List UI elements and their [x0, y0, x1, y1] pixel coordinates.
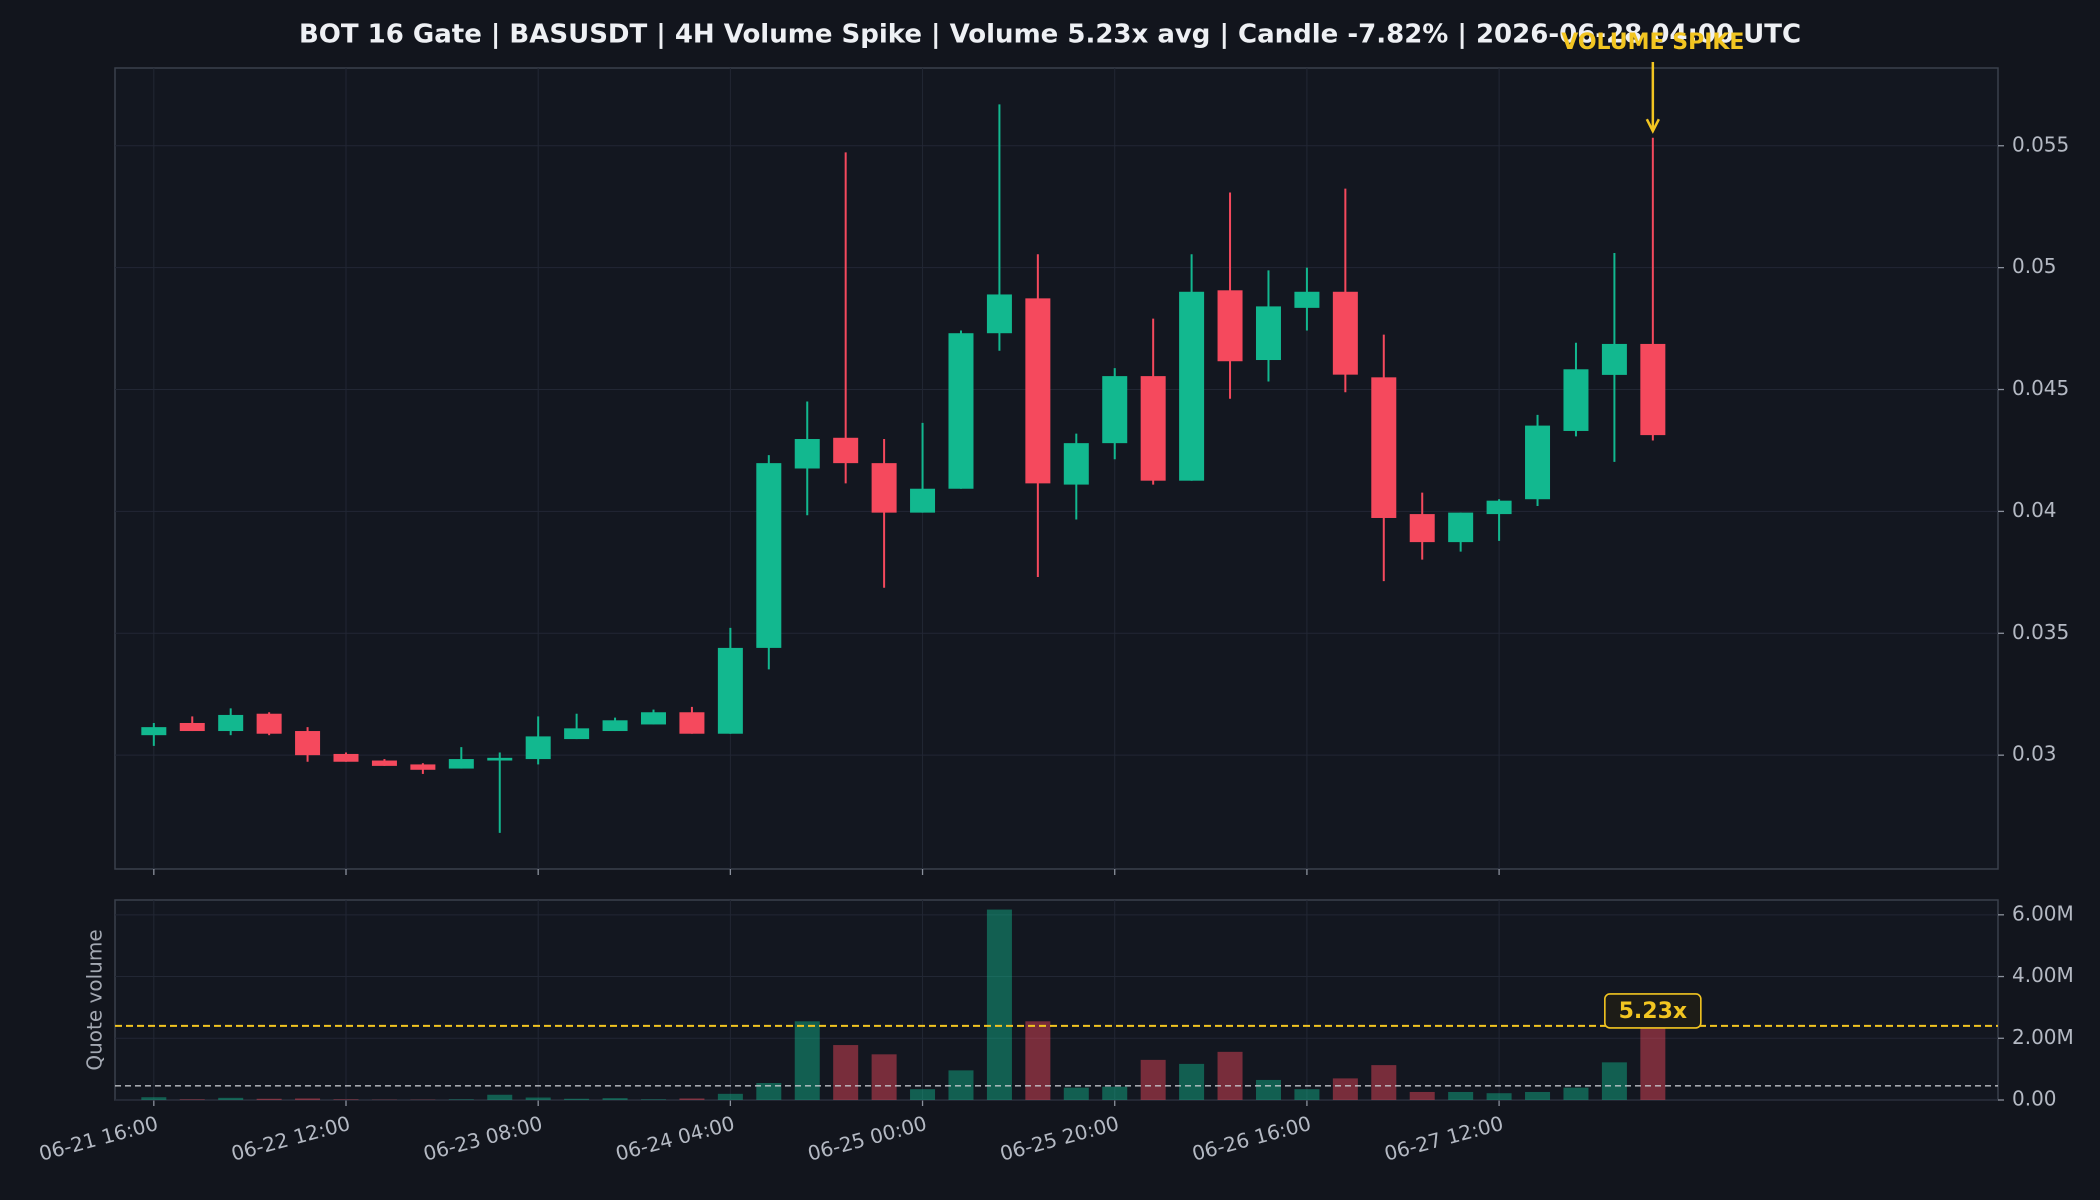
y-tick-label: 0.00 — [2012, 1087, 2057, 1111]
volume-bar — [1255, 1079, 1281, 1100]
candle-body — [1601, 343, 1627, 375]
volume-bar — [1063, 1087, 1089, 1100]
candle-body — [487, 757, 513, 761]
volume-bar — [640, 1099, 666, 1100]
volume-bar — [756, 1083, 782, 1100]
candle-body — [1371, 377, 1397, 518]
candle-body — [1179, 291, 1205, 481]
volume-bar — [218, 1097, 244, 1100]
volume-bar — [525, 1097, 551, 1100]
volume-bar — [333, 1099, 359, 1100]
volume-bar — [1601, 1062, 1627, 1100]
candle-body — [371, 760, 397, 766]
volume-bar — [487, 1094, 513, 1100]
y-tick-label: 0.03 — [2012, 742, 2057, 766]
candle-body — [1025, 298, 1051, 484]
volume-bar — [256, 1098, 282, 1100]
volume-panel — [114, 899, 1999, 1101]
y-tick-label: 4.00M — [2012, 963, 2074, 987]
candle-body — [1448, 512, 1474, 543]
volume-bar — [1102, 1086, 1128, 1100]
y-axis-label: Quote volume — [83, 929, 107, 1070]
candle-body — [564, 728, 590, 740]
volume-bar — [1525, 1091, 1551, 1100]
y-tick-label: 2.00M — [2012, 1025, 2074, 1049]
volume-bar — [833, 1045, 859, 1100]
volume-bar — [295, 1098, 321, 1100]
volume-bar — [179, 1099, 205, 1100]
candle-body — [141, 727, 167, 736]
candle-body — [910, 488, 936, 513]
spike-label: 5.23x — [1619, 999, 1687, 1024]
candle-body — [948, 333, 974, 489]
candle-body — [756, 463, 782, 648]
candle-body — [717, 647, 743, 734]
y-tick-label: 0.035 — [2012, 620, 2069, 644]
candle-body — [679, 712, 705, 734]
spike-label-box — [1604, 993, 1702, 1029]
candle-body — [1409, 514, 1435, 543]
candle-body — [256, 713, 282, 734]
candle-body — [986, 294, 1012, 334]
volume-bar — [602, 1098, 628, 1100]
y-tick-label: 0.04 — [2012, 498, 2057, 522]
volume-bar — [1140, 1059, 1166, 1100]
volume-bar — [1371, 1065, 1397, 1100]
volume-bar — [986, 909, 1012, 1100]
y-tick-label: 0.055 — [2012, 132, 2069, 156]
volume-bar — [1448, 1091, 1474, 1100]
candle-body — [1525, 425, 1551, 500]
candle-body — [218, 714, 244, 732]
candle-body — [179, 722, 205, 732]
volume-bar — [1563, 1087, 1589, 1100]
y-tick-label: 0.045 — [2012, 376, 2069, 400]
volume-bar — [871, 1054, 897, 1100]
candle-body — [1063, 443, 1089, 485]
candle-body — [1640, 343, 1666, 436]
y-tick-label: 6.00M — [2012, 901, 2074, 925]
candle-body — [1332, 291, 1358, 375]
candle-body — [1102, 376, 1128, 444]
volume-bar — [1179, 1063, 1205, 1100]
volume-bar — [448, 1099, 474, 1100]
candle-body — [1217, 290, 1243, 362]
volume-bar — [717, 1093, 743, 1100]
volume-bar — [910, 1089, 936, 1100]
candle-body — [1563, 369, 1589, 431]
candle-body — [525, 736, 551, 760]
candle-body — [295, 731, 321, 756]
candle-body — [833, 437, 859, 464]
annotation-label: VOLUME SPIKE — [1561, 30, 1744, 55]
candle-body — [1294, 291, 1320, 308]
candle-body — [871, 463, 897, 513]
candle-body — [448, 759, 474, 769]
candle-body — [640, 712, 666, 725]
volume-bar — [794, 1021, 820, 1100]
volume-bar — [1294, 1089, 1320, 1100]
candle-body — [794, 439, 820, 469]
y-tick-label: 0.05 — [2012, 254, 2057, 278]
volume-bar — [1217, 1051, 1243, 1100]
volume-bar — [141, 1097, 167, 1100]
price-panel — [114, 67, 1999, 870]
candle-body — [410, 764, 436, 770]
chart-title: BOT 16 Gate | BASUSDT | 4H Volume Spike … — [299, 20, 1801, 50]
volume-bar — [1025, 1021, 1051, 1100]
volume-bar — [1486, 1093, 1512, 1100]
candle-body — [602, 720, 628, 732]
candle-body — [1140, 376, 1166, 481]
volume-bar — [1332, 1078, 1358, 1100]
volume-bar — [1409, 1091, 1435, 1100]
candle-body — [333, 753, 359, 762]
volume-bar — [1640, 1025, 1666, 1100]
candle-body — [1486, 500, 1512, 515]
volume-bar — [679, 1098, 705, 1100]
annotation-arrowhead — [1645, 118, 1660, 134]
volume-bar — [564, 1098, 590, 1100]
candle-body — [1255, 306, 1281, 361]
